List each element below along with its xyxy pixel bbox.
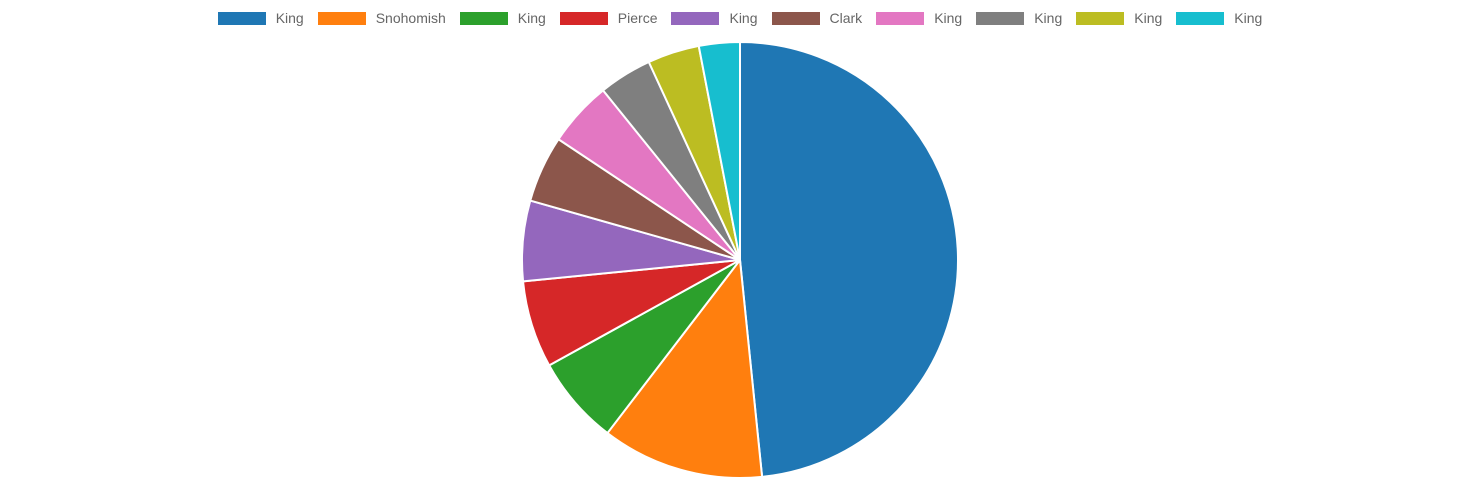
legend-swatch: [671, 12, 720, 25]
legend-swatch: [771, 12, 820, 25]
legend-label: King: [517, 10, 546, 26]
legend-label: Snohomish: [375, 10, 446, 26]
legend-item[interactable]: King: [976, 10, 1062, 27]
pie-slice[interactable]: [697, 41, 741, 261]
legend-swatch: [876, 12, 925, 25]
legend-item[interactable]: Snohomish: [317, 10, 446, 27]
legend-label: King: [934, 10, 963, 26]
legend-item[interactable]: King: [671, 10, 758, 27]
legend-swatch: [317, 12, 366, 25]
legend-swatch: [459, 12, 508, 25]
legend-label: Pierce: [617, 10, 658, 26]
legend-label: King: [1034, 10, 1063, 26]
legend-swatch: [217, 12, 266, 25]
legend-item[interactable]: King: [459, 10, 546, 27]
pie-slice[interactable]: [606, 259, 764, 479]
legend-item[interactable]: Clark: [771, 10, 863, 27]
legend-item[interactable]: Pierce: [559, 10, 658, 27]
legend-item[interactable]: King: [1176, 10, 1262, 27]
legend-swatch: [1076, 12, 1125, 25]
legend-swatch: [1176, 12, 1225, 25]
legend-item[interactable]: King: [1076, 10, 1162, 27]
legend-label: King: [275, 10, 304, 26]
legend-label: King: [1234, 10, 1263, 26]
chart-legend: King Snohomish King Pierce King Clark King King…: [0, 10, 1480, 27]
legend-label: Clark: [829, 10, 863, 26]
legend-swatch: [559, 12, 608, 25]
legend-label: King: [1134, 10, 1163, 26]
pie-slice[interactable]: [739, 41, 959, 478]
legend-label: King: [729, 10, 758, 26]
legend-item[interactable]: King: [876, 10, 962, 27]
legend-item[interactable]: King: [217, 10, 304, 27]
legend-swatch: [976, 12, 1025, 25]
